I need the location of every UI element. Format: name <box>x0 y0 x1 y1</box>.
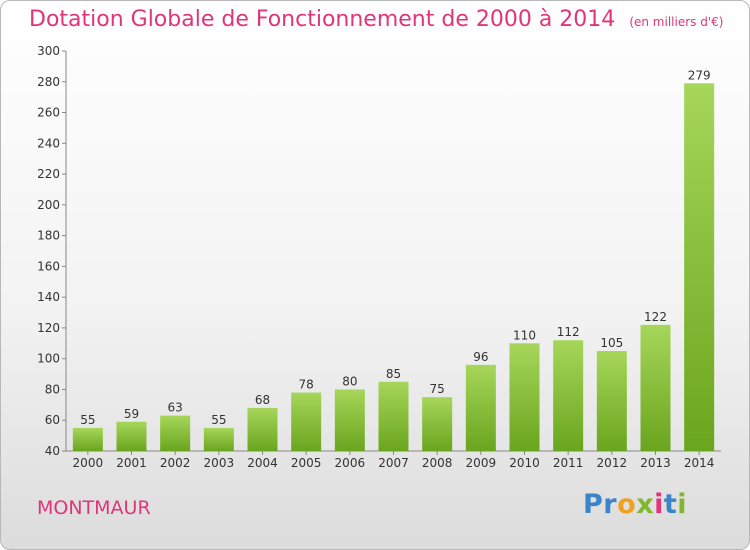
y-tick-label: 60 <box>45 413 60 427</box>
data-label: 279 <box>688 68 711 82</box>
x-tick-label: 2011 <box>553 456 584 470</box>
x-tick-label: 2001 <box>116 456 147 470</box>
bar <box>334 389 365 451</box>
x-tick-label: 2010 <box>509 456 540 470</box>
bar <box>465 364 496 451</box>
y-tick-label: 240 <box>37 136 60 150</box>
bar <box>203 427 234 451</box>
y-tick-label: 260 <box>37 106 60 120</box>
y-tick-label: 200 <box>37 198 60 212</box>
bars <box>72 83 715 452</box>
x-tick-label: 2006 <box>335 456 366 470</box>
data-label: 112 <box>557 325 580 339</box>
x-tick-label: 2014 <box>684 456 715 470</box>
data-label: 122 <box>644 310 667 324</box>
data-label: 55 <box>211 413 226 427</box>
bar <box>553 340 584 451</box>
x-tick-label: 2005 <box>291 456 322 470</box>
bar <box>509 343 540 451</box>
bar <box>684 83 715 452</box>
data-label: 59 <box>124 407 139 421</box>
logo-letter: i <box>677 489 688 520</box>
unit-label: (en milliers d'€) <box>629 15 724 29</box>
y-axis: 40 60 80 100 120 140 160 180 200 220 240 260 280 300 <box>37 44 67 458</box>
y-tick-label: 280 <box>37 75 60 89</box>
x-tick-label: 2000 <box>73 456 104 470</box>
x-tick-label: 2002 <box>160 456 191 470</box>
data-label: 63 <box>168 401 183 415</box>
commune-name: MONTMAUR <box>37 497 151 519</box>
data-label: 68 <box>255 393 270 407</box>
data-labels: 55 59 63 55 68 78 80 85 75 96 110 112 105 122 279 <box>80 68 710 427</box>
bar <box>596 351 627 451</box>
y-tick-label: 120 <box>37 321 60 335</box>
x-tick-label: 2003 <box>204 456 235 470</box>
logo-letter: o <box>617 489 637 520</box>
y-tick-label: 300 <box>37 44 60 58</box>
logo-letter: t <box>663 489 678 520</box>
y-tick-label: 80 <box>45 382 60 396</box>
y-tick-label: 180 <box>37 229 60 243</box>
y-tick-label: 160 <box>37 259 60 273</box>
x-tick-label: 2007 <box>378 456 409 470</box>
x-tick-label: 2009 <box>466 456 497 470</box>
y-tick-label: 220 <box>37 167 60 181</box>
bar <box>116 421 147 451</box>
data-label: 75 <box>430 382 445 396</box>
x-axis: 2000 2001 2002 2003 2004 2005 2006 2007 2008 2009… <box>66 450 721 470</box>
bar <box>640 324 671 451</box>
y-tick-label: 140 <box>37 290 60 304</box>
data-label: 105 <box>600 336 623 350</box>
bar <box>378 381 409 451</box>
bar <box>291 392 322 451</box>
x-tick-label: 2004 <box>247 456 278 470</box>
y-tick-label: 100 <box>37 352 60 366</box>
data-label: 78 <box>299 378 314 392</box>
logo-letter: i <box>654 489 664 520</box>
data-label: 96 <box>473 350 488 364</box>
logo-letter: P <box>583 489 604 520</box>
proxiti-logo: Proxiti <box>583 489 687 520</box>
data-label: 110 <box>513 328 536 342</box>
chart-title: Dotation Globale de Fonctionnement de 20… <box>29 7 723 32</box>
data-label: 85 <box>386 367 401 381</box>
y-tick-label: 40 <box>45 444 60 458</box>
title-text: Dotation Globale de Fonctionnement de 20… <box>29 7 616 32</box>
logo-letter: r <box>603 489 618 520</box>
bar <box>422 397 453 451</box>
x-tick-label: 2008 <box>422 456 453 470</box>
bar <box>247 407 278 451</box>
x-tick-label: 2013 <box>640 456 671 470</box>
x-tick-label: 2012 <box>597 456 628 470</box>
data-label: 80 <box>342 374 357 388</box>
logo-letter: x <box>636 489 655 520</box>
bar <box>160 415 191 451</box>
data-label: 55 <box>80 413 95 427</box>
bar <box>72 427 103 451</box>
